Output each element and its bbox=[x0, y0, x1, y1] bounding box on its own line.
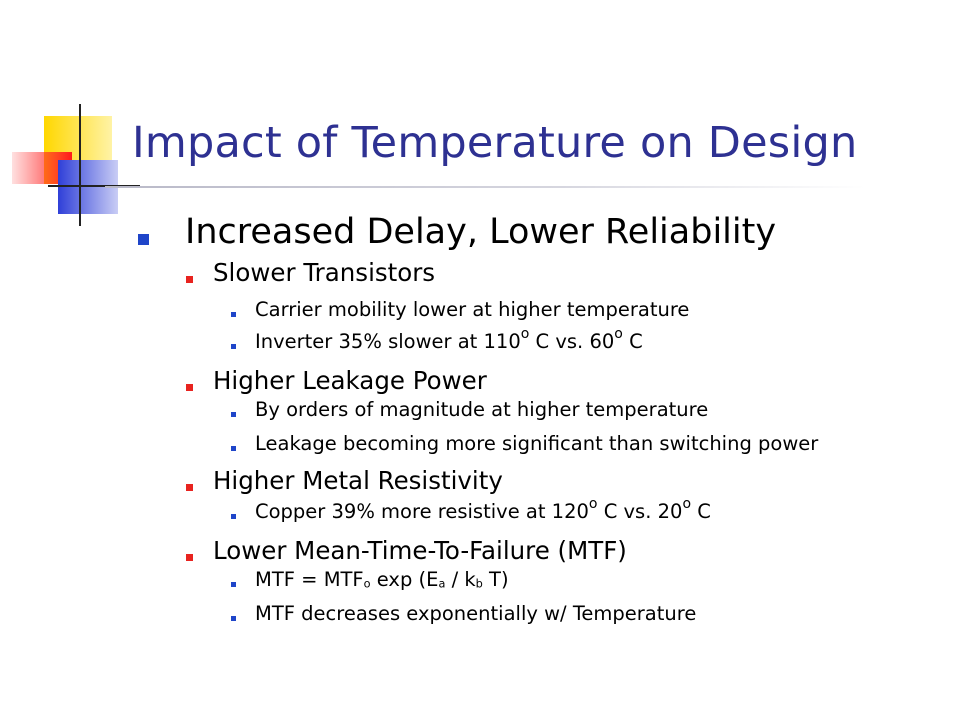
degree-symbol: o bbox=[588, 496, 598, 513]
text-run: C bbox=[622, 330, 643, 353]
text-run: C vs. 60 bbox=[529, 330, 615, 353]
sub-item: By orders of magnitude at higher tempera… bbox=[255, 398, 709, 421]
bullet-level3 bbox=[231, 344, 236, 349]
subscript: o bbox=[363, 577, 371, 591]
sub-item: Copper 39% more resistive at 120o C vs. … bbox=[255, 497, 711, 523]
bullet-level3 bbox=[231, 582, 236, 587]
text-run: exp (E bbox=[370, 568, 439, 591]
subscript: b bbox=[475, 577, 483, 591]
degree-symbol: o bbox=[682, 496, 692, 513]
text-run: Copper 39% more resistive at 120 bbox=[255, 500, 589, 523]
text-run: Inverter 35% slower at 110 bbox=[255, 330, 521, 353]
section-label: Lower Mean-Time-To-Failure (MTF) bbox=[213, 536, 627, 565]
sub-item: MTF = MTFo exp (Ea / kb T) bbox=[255, 568, 509, 591]
bullet-level3 bbox=[231, 312, 236, 317]
bullet-level3 bbox=[231, 412, 236, 417]
sub-item: Inverter 35% slower at 110o C vs. 60o C bbox=[255, 327, 643, 353]
section-label: Higher Leakage Power bbox=[213, 366, 487, 395]
text-run: MTF = MTF bbox=[255, 568, 364, 591]
title-underline bbox=[105, 186, 865, 188]
bullet-level3 bbox=[231, 446, 236, 451]
section-label: Higher Metal Resistivity bbox=[213, 466, 503, 495]
slide-title: Impact of Temperature on Design bbox=[132, 118, 858, 168]
bullet-level2 bbox=[186, 484, 193, 491]
sub-item: Leakage becoming more significant than s… bbox=[255, 432, 819, 455]
text-run: C bbox=[691, 500, 711, 523]
bullet-level2 bbox=[186, 554, 193, 561]
bullet-level3 bbox=[231, 616, 236, 621]
bullet-heading: Increased Delay, Lower Reliability bbox=[185, 212, 777, 252]
corner-decoration bbox=[12, 104, 140, 226]
text-run: T) bbox=[482, 568, 509, 591]
sub-item: Carrier mobility lower at higher tempera… bbox=[255, 298, 690, 321]
subscript: a bbox=[438, 577, 446, 591]
section-label: Slower Transistors bbox=[213, 258, 436, 287]
sub-item: MTF decreases exponentially w/ Temperatu… bbox=[255, 602, 697, 625]
text-run: C vs. 20 bbox=[597, 500, 683, 523]
degree-symbol: o bbox=[520, 326, 530, 343]
bullet-level2 bbox=[186, 276, 193, 283]
bullet-level1 bbox=[138, 234, 149, 245]
bullet-level3 bbox=[231, 514, 236, 519]
degree-symbol: o bbox=[614, 326, 623, 343]
bullet-level2 bbox=[186, 384, 193, 391]
text-run: / k bbox=[445, 568, 476, 591]
